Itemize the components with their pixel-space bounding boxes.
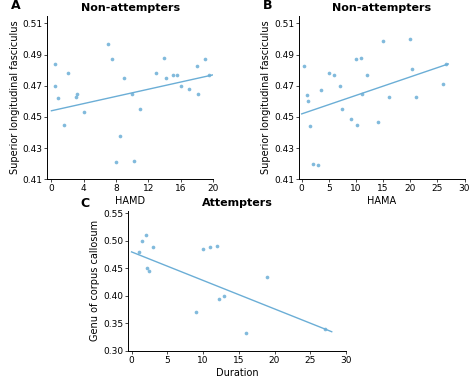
Point	[130, 158, 137, 164]
Point	[374, 119, 382, 125]
Point	[162, 75, 170, 81]
Point	[412, 94, 419, 100]
Point	[173, 72, 181, 78]
Point	[221, 293, 228, 299]
Point	[104, 41, 112, 47]
Point	[214, 243, 221, 250]
Point	[145, 268, 153, 274]
Point	[306, 123, 314, 129]
Point	[137, 106, 144, 112]
Point	[304, 98, 312, 105]
Point	[73, 90, 81, 97]
Point	[321, 326, 328, 332]
Point	[161, 55, 168, 61]
Point	[379, 37, 387, 44]
Title: Non-attempters: Non-attempters	[81, 4, 180, 13]
Point	[54, 95, 62, 101]
Point	[193, 62, 201, 69]
Point	[301, 62, 308, 69]
Point	[336, 83, 344, 89]
Point	[347, 115, 355, 122]
Point	[408, 66, 416, 72]
Point	[199, 246, 207, 252]
Point	[303, 92, 311, 98]
X-axis label: HAMA: HAMA	[367, 196, 396, 206]
Point	[317, 87, 325, 94]
X-axis label: HAMD: HAMD	[115, 196, 145, 206]
Point	[309, 161, 316, 167]
Point	[185, 86, 192, 92]
Y-axis label: Superior longitudinal fasciculus: Superior longitudinal fasciculus	[9, 21, 19, 174]
Point	[325, 70, 333, 76]
Point	[216, 296, 223, 302]
Point	[169, 72, 176, 78]
Text: C: C	[80, 197, 89, 209]
Point	[314, 162, 322, 168]
Point	[338, 106, 346, 112]
Point	[144, 265, 151, 271]
Title: Non-attempters: Non-attempters	[332, 4, 431, 13]
Point	[205, 72, 213, 78]
Point	[359, 90, 366, 97]
Text: B: B	[263, 0, 272, 12]
Point	[201, 56, 209, 62]
Point	[52, 83, 59, 89]
Point	[149, 245, 157, 251]
Point	[60, 122, 67, 128]
Point	[330, 72, 338, 78]
Y-axis label: Superior longitudinal fasciculus: Superior longitudinal fasciculus	[261, 21, 271, 174]
Point	[64, 70, 72, 76]
Point	[72, 94, 80, 100]
Point	[138, 238, 146, 244]
Point	[128, 90, 136, 97]
Point	[357, 55, 365, 61]
Point	[52, 61, 59, 67]
Point	[195, 90, 202, 97]
Point	[353, 122, 361, 128]
Point	[80, 109, 88, 115]
Title: Attempters: Attempters	[201, 199, 273, 208]
Point	[352, 56, 360, 62]
Point	[112, 159, 120, 165]
Point	[363, 72, 371, 78]
Point	[385, 94, 392, 100]
Point	[135, 249, 143, 255]
Point	[177, 83, 184, 89]
Point	[206, 244, 214, 250]
Point	[242, 330, 250, 337]
Point	[120, 75, 128, 81]
Point	[153, 70, 160, 76]
X-axis label: Duration: Duration	[216, 368, 258, 378]
Point	[439, 81, 447, 87]
Point	[407, 36, 414, 42]
Point	[142, 232, 150, 239]
Point	[442, 61, 449, 67]
Point	[264, 273, 271, 280]
Point	[108, 56, 116, 62]
Point	[116, 133, 124, 139]
Point	[192, 309, 200, 316]
Text: A: A	[11, 0, 20, 12]
Y-axis label: Genu of corpus callosum: Genu of corpus callosum	[90, 220, 100, 341]
